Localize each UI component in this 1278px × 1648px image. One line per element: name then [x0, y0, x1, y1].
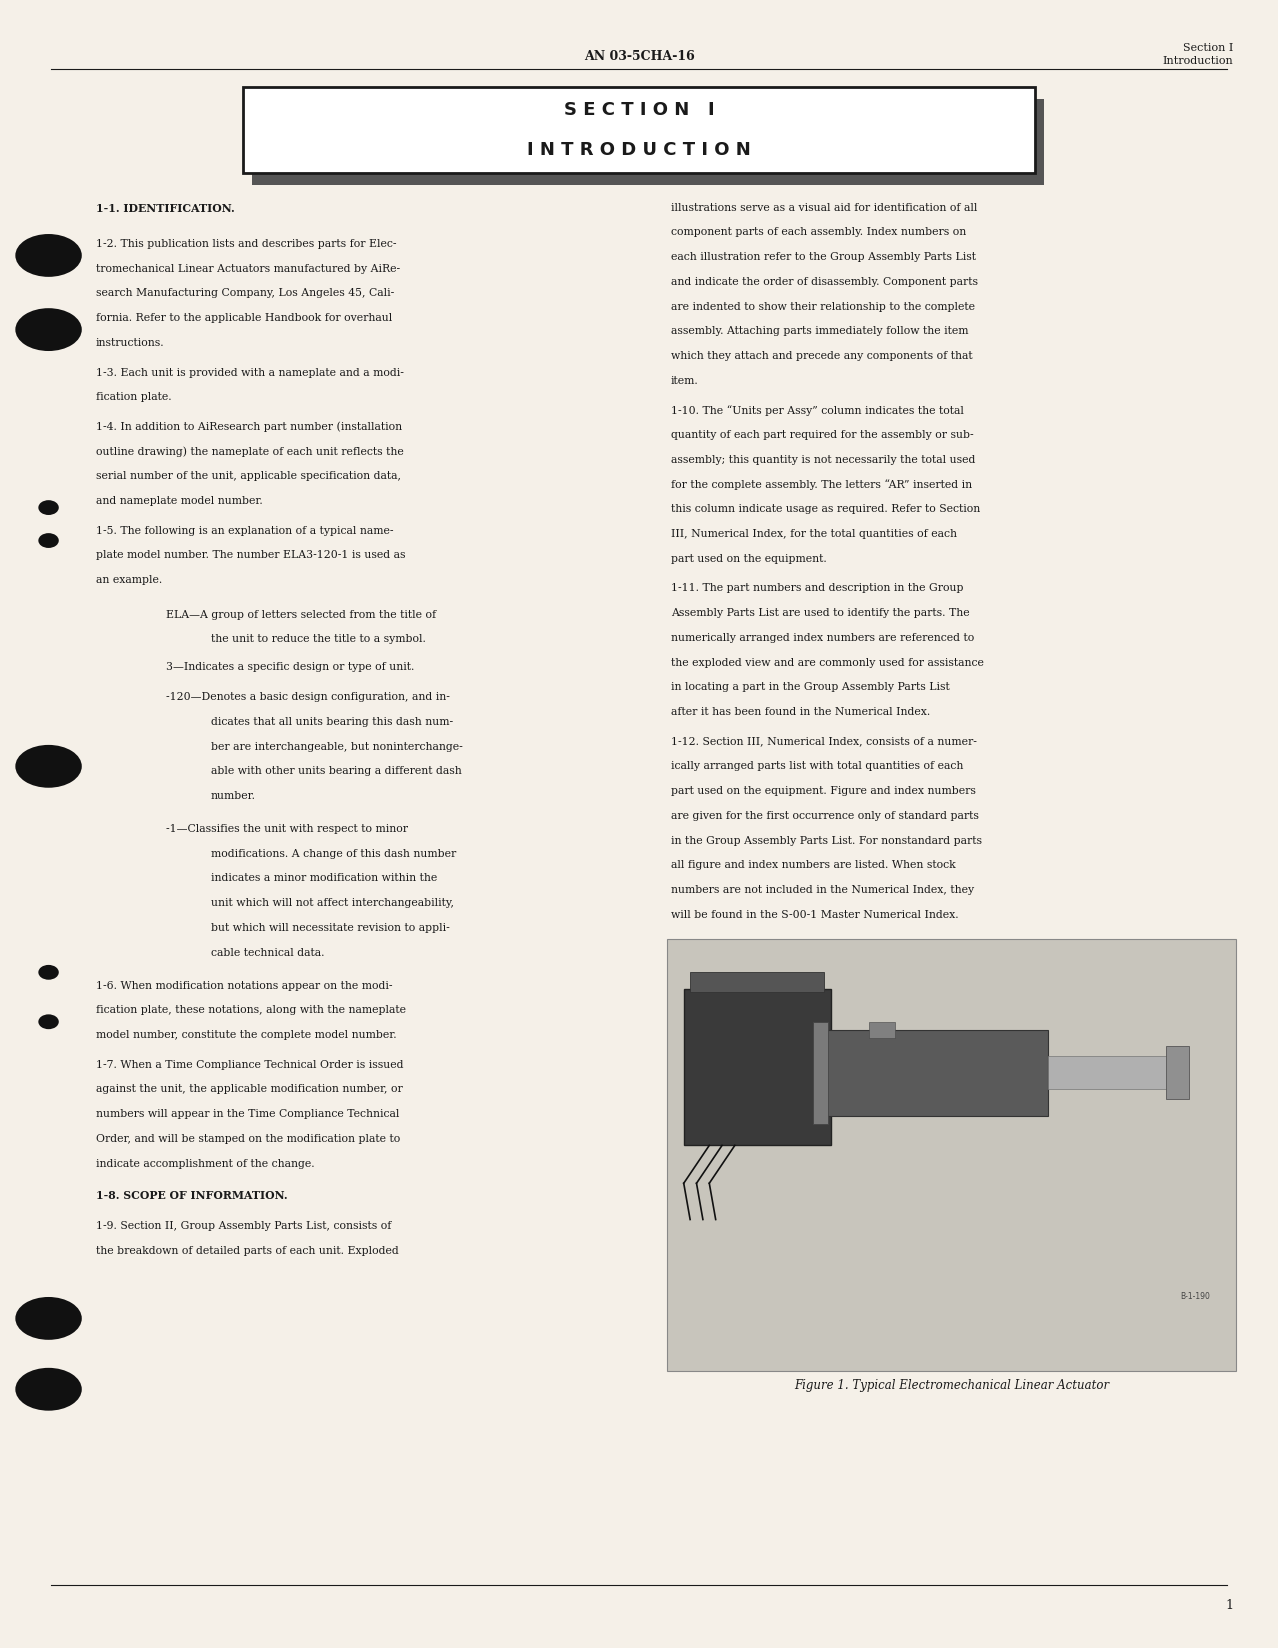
Text: 1-6. When modification notations appear on the modi-: 1-6. When modification notations appear …: [96, 981, 392, 990]
Text: 1-2. This publication lists and describes parts for Elec-: 1-2. This publication lists and describe…: [96, 239, 396, 249]
Text: the unit to reduce the title to a symbol.: the unit to reduce the title to a symbol…: [211, 634, 426, 644]
Text: part used on the equipment.: part used on the equipment.: [671, 554, 827, 564]
Text: 1-12. Section III, Numerical Index, consists of a numer-: 1-12. Section III, Numerical Index, cons…: [671, 737, 976, 747]
Text: in the Group Assembly Parts List. For nonstandard parts: in the Group Assembly Parts List. For no…: [671, 836, 982, 845]
Text: in locating a part in the Group Assembly Parts List: in locating a part in the Group Assembly…: [671, 682, 950, 692]
Text: an example.: an example.: [96, 575, 162, 585]
Text: 1-11. The part numbers and description in the Group: 1-11. The part numbers and description i…: [671, 583, 964, 593]
Ellipse shape: [15, 745, 82, 788]
Text: for the complete assembly. The letters “AR” inserted in: for the complete assembly. The letters “…: [671, 480, 973, 491]
Text: serial number of the unit, applicable specification data,: serial number of the unit, applicable sp…: [96, 471, 401, 481]
Text: -1—Classifies the unit with respect to minor: -1—Classifies the unit with respect to m…: [166, 824, 408, 834]
Text: after it has been found in the Numerical Index.: after it has been found in the Numerical…: [671, 707, 930, 717]
Text: number.: number.: [211, 791, 256, 801]
Text: but which will necessitate revision to appli-: but which will necessitate revision to a…: [211, 923, 450, 933]
Text: 1-4. In addition to AiResearch part number (installation: 1-4. In addition to AiResearch part numb…: [96, 422, 403, 432]
Text: 1-9. Section II, Group Assembly Parts List, consists of: 1-9. Section II, Group Assembly Parts Li…: [96, 1221, 391, 1231]
Text: fornia. Refer to the applicable Handbook for overhaul: fornia. Refer to the applicable Handbook…: [96, 313, 392, 323]
Text: and nameplate model number.: and nameplate model number.: [96, 496, 262, 506]
Text: this column indicate usage as required. Refer to Section: this column indicate usage as required. …: [671, 504, 980, 514]
Text: 1-1. IDENTIFICATION.: 1-1. IDENTIFICATION.: [96, 203, 235, 214]
Text: I N T R O D U C T I O N: I N T R O D U C T I O N: [527, 140, 751, 158]
Text: will be found in the S-00-1 Master Numerical Index.: will be found in the S-00-1 Master Numer…: [671, 910, 958, 920]
Text: all figure and index numbers are listed. When stock: all figure and index numbers are listed.…: [671, 860, 956, 870]
Text: AN 03-5CHA-16: AN 03-5CHA-16: [584, 49, 694, 63]
Text: 1: 1: [1226, 1599, 1233, 1612]
Text: model number, constitute the complete model number.: model number, constitute the complete mo…: [96, 1030, 396, 1040]
Text: Section I: Section I: [1183, 43, 1233, 53]
Bar: [1048, 1056, 1169, 1089]
Text: ically arranged parts list with total quantities of each: ically arranged parts list with total qu…: [671, 761, 964, 771]
Text: ber are interchangeable, but noninterchange-: ber are interchangeable, but nonintercha…: [211, 742, 463, 751]
Text: fication plate.: fication plate.: [96, 392, 171, 402]
Bar: [690, 972, 824, 992]
Text: the exploded view and are commonly used for assistance: the exploded view and are commonly used …: [671, 658, 984, 667]
Text: Introduction: Introduction: [1163, 56, 1233, 66]
Text: plate model number. The number ELA3-120-1 is used as: plate model number. The number ELA3-120-…: [96, 550, 405, 560]
Bar: [813, 1022, 828, 1124]
Text: outline drawing) the nameplate of each unit reflects the: outline drawing) the nameplate of each u…: [96, 447, 404, 456]
Text: unit which will not affect interchangeability,: unit which will not affect interchangeab…: [211, 898, 454, 908]
Ellipse shape: [15, 308, 82, 351]
Text: dicates that all units bearing this dash num-: dicates that all units bearing this dash…: [211, 717, 452, 727]
Ellipse shape: [38, 1014, 59, 1028]
Text: are given for the first occurrence only of standard parts: are given for the first occurrence only …: [671, 811, 979, 821]
Bar: [684, 989, 831, 1145]
Text: quantity of each part required for the assembly or sub-: quantity of each part required for the a…: [671, 430, 974, 440]
Text: able with other units bearing a different dash: able with other units bearing a differen…: [211, 766, 461, 776]
Bar: [1166, 1046, 1189, 1099]
Text: search Manufacturing Company, Los Angeles 45, Cali-: search Manufacturing Company, Los Angele…: [96, 288, 394, 298]
Text: Order, and will be stamped on the modification plate to: Order, and will be stamped on the modifi…: [96, 1134, 400, 1144]
Ellipse shape: [15, 234, 82, 277]
Text: numerically arranged index numbers are referenced to: numerically arranged index numbers are r…: [671, 633, 974, 643]
Text: assembly; this quantity is not necessarily the total used: assembly; this quantity is not necessari…: [671, 455, 975, 465]
Text: item.: item.: [671, 376, 699, 386]
Text: 1-7. When a Time Compliance Technical Order is issued: 1-7. When a Time Compliance Technical Or…: [96, 1060, 404, 1070]
Ellipse shape: [38, 501, 59, 516]
Text: numbers will appear in the Time Compliance Technical: numbers will appear in the Time Complian…: [96, 1109, 399, 1119]
Text: 1-3. Each unit is provided with a nameplate and a modi-: 1-3. Each unit is provided with a namepl…: [96, 368, 404, 377]
Text: are indented to show their relationship to the complete: are indented to show their relationship …: [671, 302, 975, 311]
Text: indicate accomplishment of the change.: indicate accomplishment of the change.: [96, 1159, 314, 1168]
Text: B-1-190: B-1-190: [1180, 1292, 1210, 1302]
Ellipse shape: [38, 966, 59, 979]
Text: ELA—A group of letters selected from the title of: ELA—A group of letters selected from the…: [166, 610, 436, 620]
Text: numbers are not included in the Numerical Index, they: numbers are not included in the Numerica…: [671, 885, 974, 895]
Text: and indicate the order of disassembly. Component parts: and indicate the order of disassembly. C…: [671, 277, 978, 287]
Text: fication plate, these notations, along with the nameplate: fication plate, these notations, along w…: [96, 1005, 406, 1015]
Text: each illustration refer to the Group Assembly Parts List: each illustration refer to the Group Ass…: [671, 252, 976, 262]
Text: assembly. Attaching parts immediately follow the item: assembly. Attaching parts immediately fo…: [671, 326, 969, 336]
Text: III, Numerical Index, for the total quantities of each: III, Numerical Index, for the total quan…: [671, 529, 957, 539]
Ellipse shape: [15, 1297, 82, 1340]
Text: cable technical data.: cable technical data.: [211, 948, 325, 957]
Text: modifications. A change of this dash number: modifications. A change of this dash num…: [211, 849, 456, 859]
Text: component parts of each assembly. Index numbers on: component parts of each assembly. Index …: [671, 227, 966, 237]
Bar: [869, 1022, 895, 1038]
Text: 1-5. The following is an explanation of a typical name-: 1-5. The following is an explanation of …: [96, 526, 394, 536]
Ellipse shape: [15, 1368, 82, 1411]
Text: the breakdown of detailed parts of each unit. Exploded: the breakdown of detailed parts of each …: [96, 1246, 399, 1256]
Ellipse shape: [38, 534, 59, 547]
Text: 1-8. SCOPE OF INFORMATION.: 1-8. SCOPE OF INFORMATION.: [96, 1190, 288, 1201]
Text: 3—Indicates a specific design or type of unit.: 3—Indicates a specific design or type of…: [166, 662, 414, 672]
Text: -120—Denotes a basic design configuration, and in-: -120—Denotes a basic design configuratio…: [166, 692, 450, 702]
Text: against the unit, the applicable modification number, or: against the unit, the applicable modific…: [96, 1084, 403, 1094]
Text: part used on the equipment. Figure and index numbers: part used on the equipment. Figure and i…: [671, 786, 976, 796]
Text: illustrations serve as a visual aid for identification of all: illustrations serve as a visual aid for …: [671, 203, 978, 213]
Text: 1-10. The “Units per Assy” column indicates the total: 1-10. The “Units per Assy” column indica…: [671, 405, 964, 417]
Text: Figure 1. Typical Electromechanical Linear Actuator: Figure 1. Typical Electromechanical Line…: [795, 1379, 1109, 1393]
Bar: [243, 87, 1035, 173]
Text: S E C T I O N   I: S E C T I O N I: [564, 102, 714, 120]
Text: indicates a minor modification within the: indicates a minor modification within th…: [211, 873, 437, 883]
Text: Assembly Parts List are used to identify the parts. The: Assembly Parts List are used to identify…: [671, 608, 970, 618]
Text: instructions.: instructions.: [96, 338, 165, 348]
Bar: [252, 99, 1044, 185]
Bar: [667, 939, 1236, 1371]
Text: which they attach and precede any components of that: which they attach and precede any compon…: [671, 351, 973, 361]
Bar: [824, 1030, 1048, 1116]
Text: tromechanical Linear Actuators manufactured by AiRe-: tromechanical Linear Actuators manufactu…: [96, 264, 400, 274]
